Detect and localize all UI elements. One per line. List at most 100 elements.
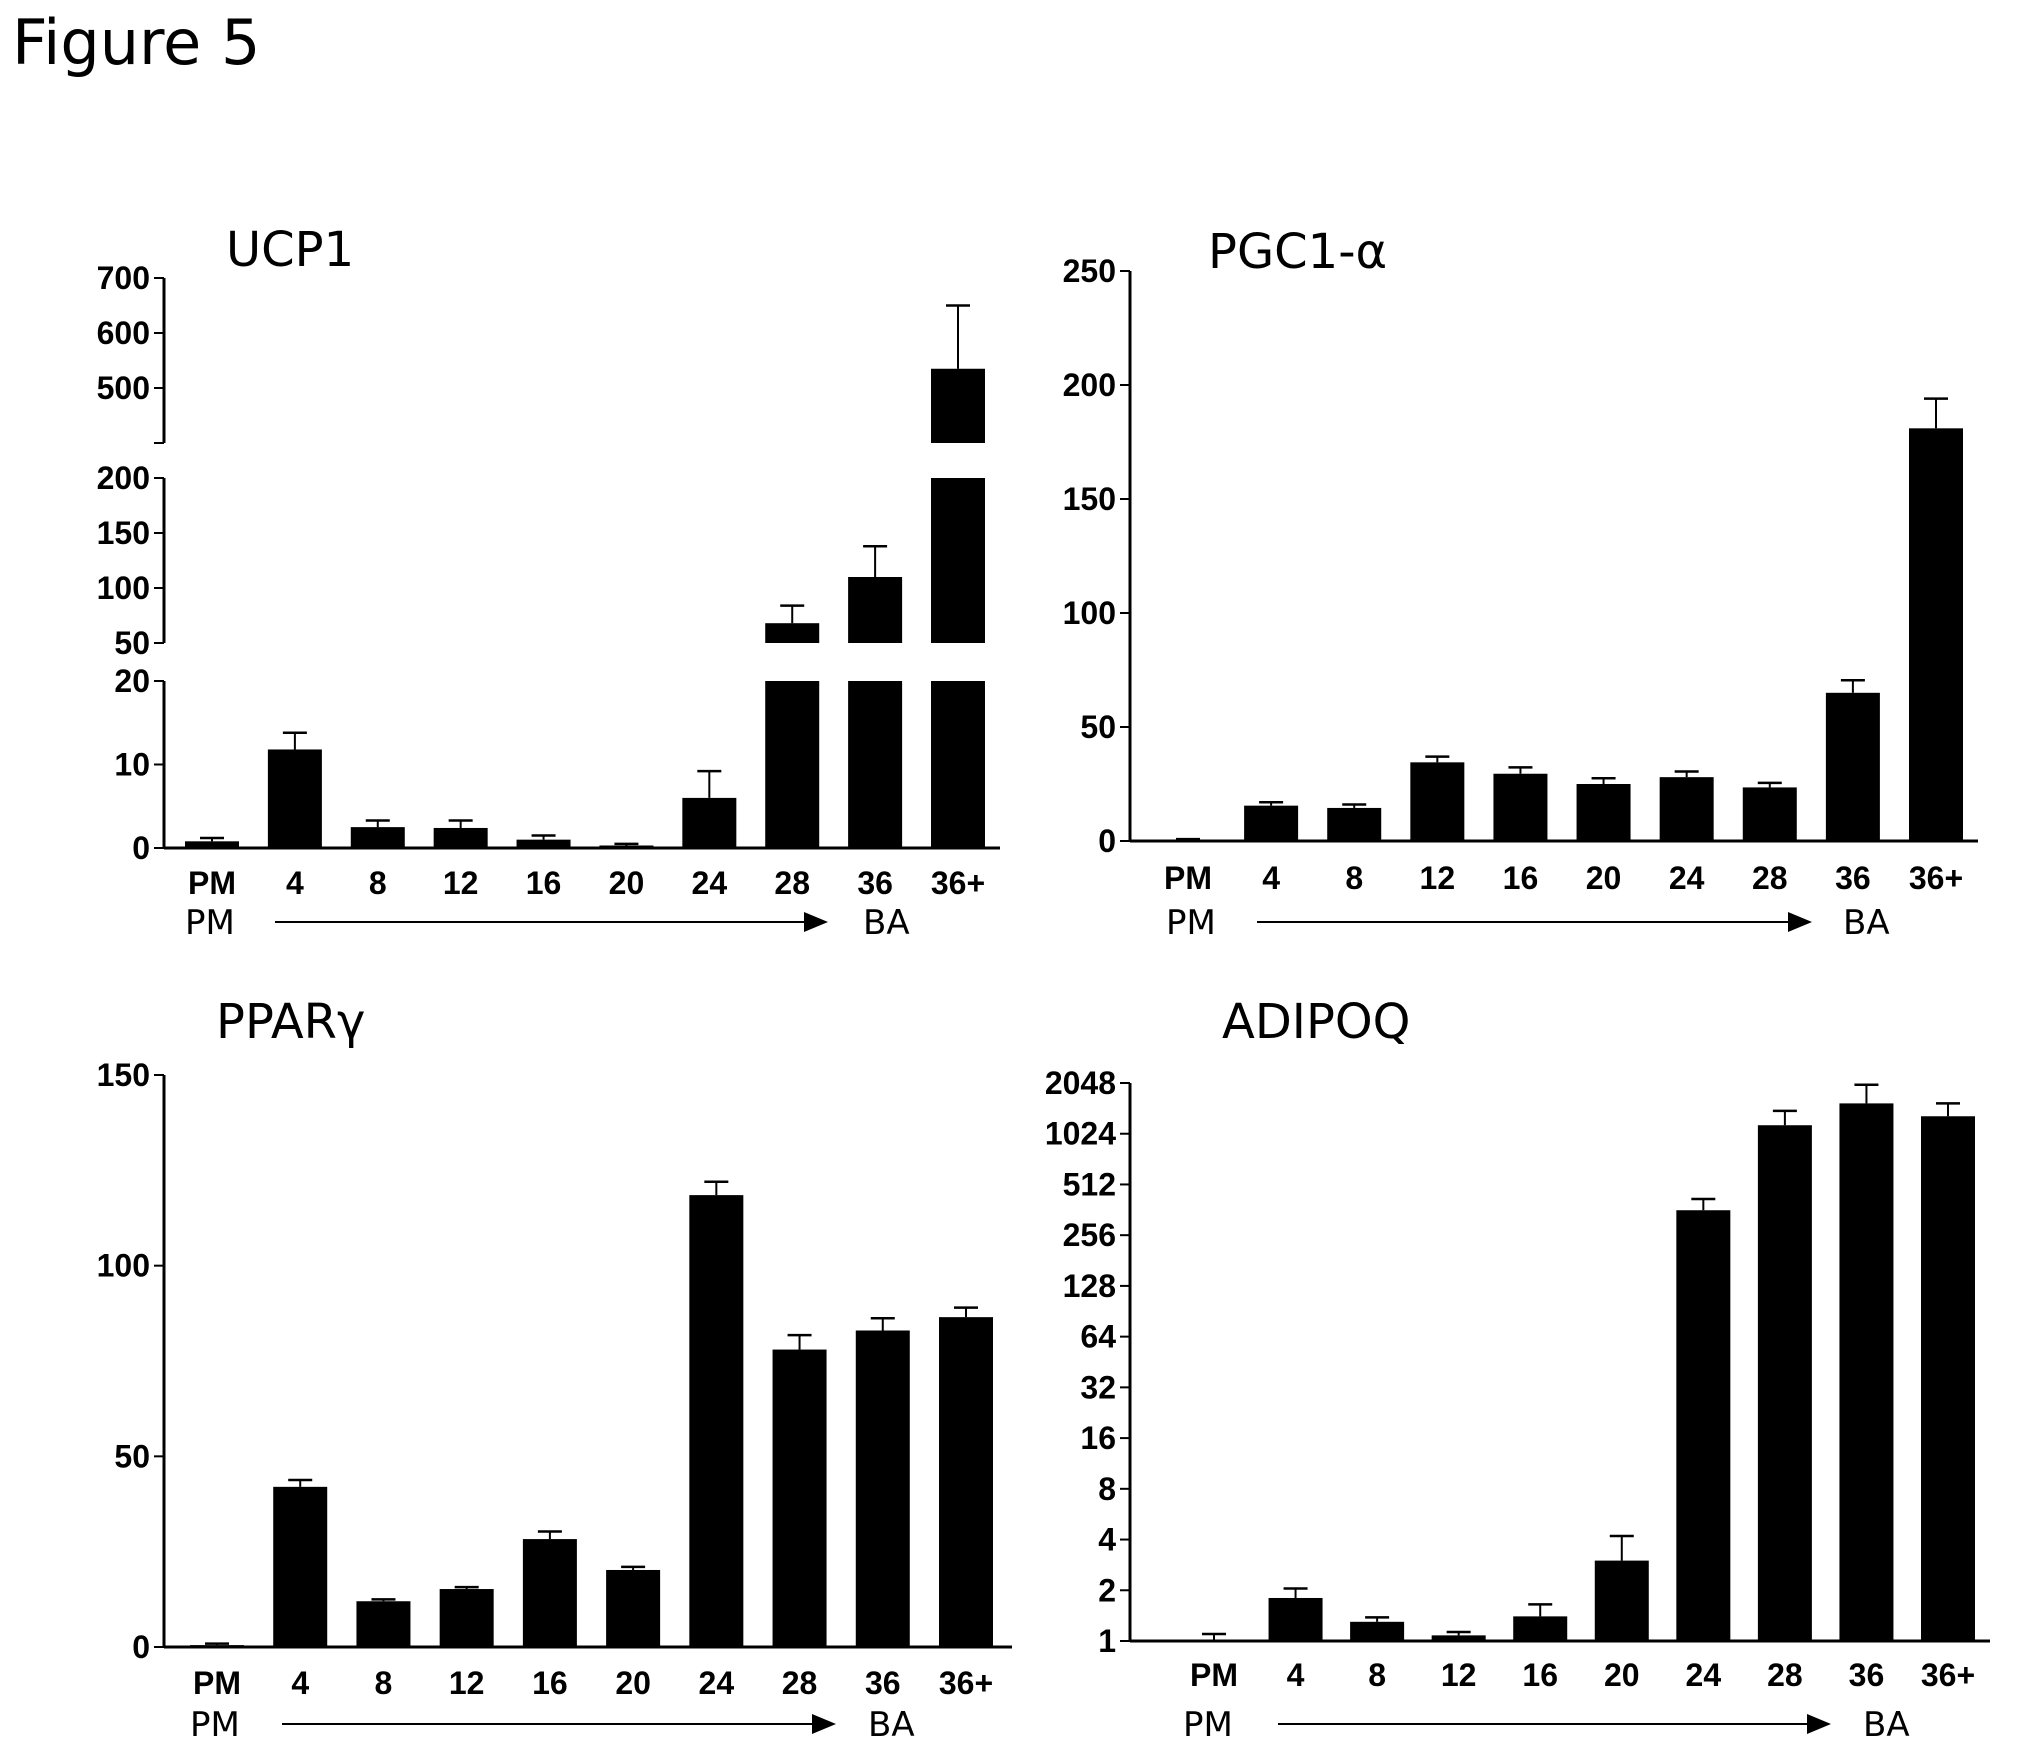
- y-tick-label: 8: [1098, 1471, 1116, 1507]
- bar-12: [433, 827, 488, 848]
- bar-pm: [190, 1645, 244, 1647]
- bar-8: [1327, 807, 1382, 841]
- figure-title: Figure 5: [12, 6, 261, 79]
- category-label-4: 4: [291, 1665, 309, 1701]
- bar-36: [855, 1330, 910, 1647]
- progression-arrow-head: [1807, 1714, 1831, 1734]
- y-tick-label: 20: [114, 663, 150, 699]
- y-tick-label: 150: [1063, 481, 1116, 517]
- bar-4: [1244, 805, 1299, 841]
- category-label-pm: PM: [1164, 860, 1212, 896]
- bar-pm: [1161, 839, 1215, 841]
- y-tick-label: 1024: [1045, 1116, 1116, 1152]
- bar-36: [1839, 1103, 1894, 1641]
- category-label-16: 16: [1503, 860, 1539, 896]
- bar-16: [522, 1539, 577, 1647]
- bar-4: [273, 1486, 328, 1647]
- category-label-12: 12: [443, 865, 479, 901]
- bar-36plus: [1921, 1116, 1975, 1641]
- category-label-8: 8: [1368, 1657, 1386, 1693]
- y-tick-label: 4: [1098, 1522, 1116, 1558]
- bar-8: [356, 1601, 411, 1647]
- category-label-28: 28: [774, 865, 810, 901]
- y-tick-label: 0: [1098, 823, 1116, 859]
- y-tick-label: 150: [97, 515, 150, 551]
- y-tick-label: 200: [97, 460, 150, 496]
- bar-28: [772, 1349, 827, 1647]
- bar-16: [516, 839, 571, 848]
- bar-4: [267, 749, 322, 848]
- bar-24: [682, 797, 737, 848]
- y-tick-label: 700: [97, 260, 150, 296]
- y-tick-label: 100: [97, 570, 150, 606]
- progression-arrow-head: [1788, 912, 1812, 932]
- category-label-36: 36: [1849, 1657, 1885, 1693]
- bar-20: [606, 1569, 661, 1647]
- category-label-20: 20: [609, 865, 645, 901]
- category-label-36plus: 36+: [931, 865, 985, 901]
- chart-title: ADIPOQ: [1222, 994, 1410, 1050]
- bar-20: [1576, 784, 1631, 841]
- bar-36plus: [1909, 428, 1963, 841]
- bar-36plus: [931, 478, 985, 643]
- bar-16: [1493, 773, 1548, 841]
- bar-20: [1594, 1560, 1649, 1641]
- bar-8: [1350, 1621, 1405, 1641]
- category-label-24: 24: [692, 865, 728, 901]
- chart-pgc1-: PGC1-α 0 50 100 150 200 250 PM 4 8 12 16 20 24 28 36 36+…: [1063, 224, 1978, 943]
- category-label-24: 24: [1686, 1657, 1722, 1693]
- bar-4: [1268, 1597, 1323, 1641]
- category-label-4: 4: [1287, 1657, 1305, 1693]
- category-label-16: 16: [526, 865, 562, 901]
- y-tick-label: 32: [1080, 1369, 1116, 1405]
- category-label-36: 36: [1835, 860, 1871, 896]
- bar-12: [1431, 1635, 1486, 1641]
- category-label-24: 24: [699, 1665, 735, 1701]
- y-tick-label: 256: [1063, 1217, 1116, 1253]
- y-tick-label: 250: [1063, 253, 1116, 289]
- category-label-16: 16: [1522, 1657, 1558, 1693]
- arrow-end-label: BA: [868, 1705, 915, 1745]
- progression-arrow-head: [812, 1714, 836, 1734]
- bar-24: [1659, 777, 1714, 841]
- bar-36plus: [931, 681, 985, 848]
- arrow-start-label: PM: [1183, 1705, 1233, 1745]
- chart-title: UCP1: [226, 222, 354, 278]
- category-label-28: 28: [1767, 1657, 1803, 1693]
- category-label-28: 28: [782, 1665, 818, 1701]
- y-tick-label: 150: [97, 1057, 150, 1093]
- category-label-36plus: 36+: [939, 1665, 993, 1701]
- category-label-20: 20: [615, 1665, 651, 1701]
- category-label-20: 20: [1586, 860, 1622, 896]
- arrow-end-label: BA: [863, 903, 910, 943]
- y-tick-label: 64: [1080, 1319, 1116, 1355]
- category-label-36: 36: [857, 865, 893, 901]
- y-tick-label: 500: [97, 370, 150, 406]
- y-tick-label: 50: [114, 1438, 150, 1474]
- bar-36: [848, 681, 903, 848]
- category-label-4: 4: [286, 865, 304, 901]
- category-label-24: 24: [1669, 860, 1705, 896]
- y-tick-label: 50: [1080, 709, 1116, 745]
- category-label-20: 20: [1604, 1657, 1640, 1693]
- bar-28: [1757, 1125, 1812, 1641]
- category-label-8: 8: [369, 865, 387, 901]
- bar-12: [439, 1589, 494, 1647]
- bar-20: [599, 845, 654, 848]
- category-label-36plus: 36+: [1909, 860, 1963, 896]
- bar-8: [350, 827, 405, 848]
- bar-36plus: [931, 368, 985, 443]
- bar-28: [1742, 787, 1797, 841]
- y-tick-label: 0: [132, 830, 150, 866]
- y-tick-label: 10: [114, 747, 150, 783]
- y-tick-label: 16: [1080, 1420, 1116, 1456]
- arrow-end-label: BA: [1863, 1705, 1910, 1745]
- category-label-4: 4: [1262, 860, 1280, 896]
- bar-28: [765, 681, 820, 848]
- category-label-8: 8: [375, 1665, 393, 1701]
- category-label-36plus: 36+: [1921, 1657, 1975, 1693]
- y-tick-label: 2048: [1045, 1065, 1116, 1101]
